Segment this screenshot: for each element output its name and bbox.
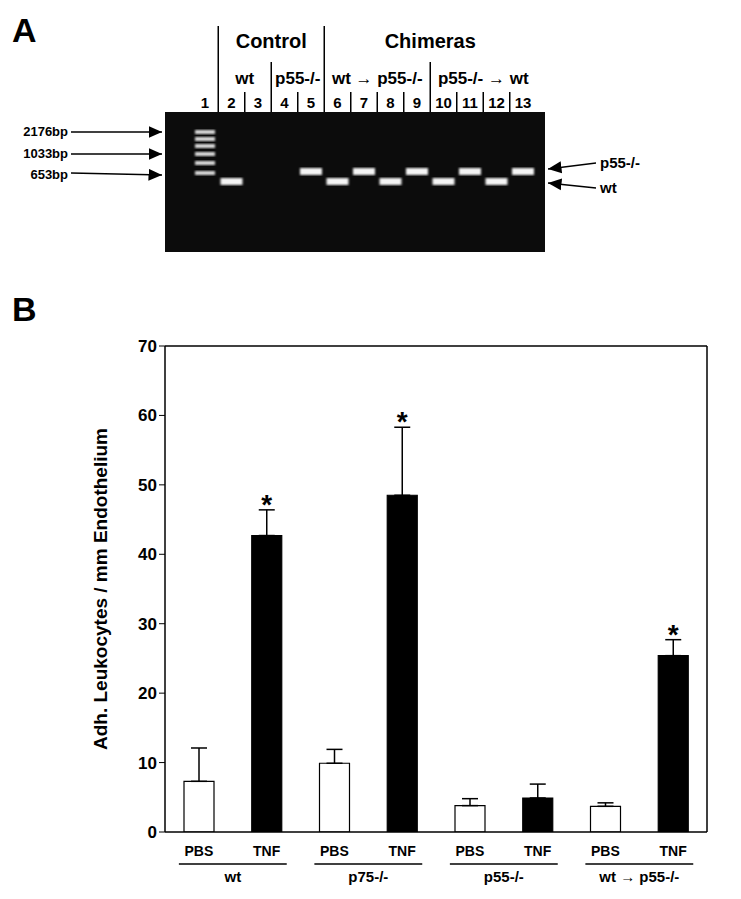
svg-text:PBS: PBS xyxy=(591,843,620,859)
svg-text:20: 20 xyxy=(138,684,157,703)
svg-text:60: 60 xyxy=(138,406,157,425)
svg-text:10: 10 xyxy=(138,754,157,773)
svg-text:*: * xyxy=(261,489,272,520)
svg-text:9: 9 xyxy=(413,94,421,111)
svg-text:50: 50 xyxy=(138,476,157,495)
svg-text:p75-/-: p75-/- xyxy=(348,868,388,885)
svg-text:Chimeras: Chimeras xyxy=(385,30,476,52)
svg-text:TNF: TNF xyxy=(660,843,688,859)
svg-text:6: 6 xyxy=(333,94,341,111)
svg-text:wt: wt xyxy=(234,69,254,88)
svg-text:653bp: 653bp xyxy=(30,167,68,182)
svg-text:40: 40 xyxy=(138,545,157,564)
svg-text:p55-/-: p55-/- xyxy=(275,69,320,88)
svg-text:p55-/- → wt: p55-/- → wt xyxy=(438,69,529,88)
svg-text:wt: wt xyxy=(223,868,241,885)
svg-text:p55-/-: p55-/- xyxy=(600,154,640,171)
svg-text:8: 8 xyxy=(386,94,394,111)
svg-text:TNF: TNF xyxy=(389,843,417,859)
svg-text:PBS: PBS xyxy=(184,843,213,859)
html-text:B: B xyxy=(12,290,37,328)
svg-text:PBS: PBS xyxy=(455,843,484,859)
svg-text:0: 0 xyxy=(148,823,157,842)
svg-text:wt → p55-/-: wt → p55-/- xyxy=(598,868,679,885)
svg-text:7: 7 xyxy=(360,94,368,111)
svg-text:Control: Control xyxy=(236,30,307,52)
svg-text:*: * xyxy=(668,619,679,650)
svg-text:*: * xyxy=(397,406,408,437)
svg-text:11: 11 xyxy=(462,94,478,111)
svg-text:1033bp: 1033bp xyxy=(23,146,68,161)
svg-text:2176bp: 2176bp xyxy=(23,124,68,139)
svg-text:PBS: PBS xyxy=(320,843,349,859)
svg-text:3: 3 xyxy=(254,94,262,111)
svg-text:A: A xyxy=(12,11,37,49)
svg-text:12: 12 xyxy=(488,94,505,111)
svg-text:wt: wt xyxy=(599,179,617,196)
svg-text:Adh. Leukocytes / mm Endotheli: Adh. Leukocytes / mm Endothelium xyxy=(90,428,111,750)
svg-text:30: 30 xyxy=(138,615,157,634)
svg-text:TNF: TNF xyxy=(524,843,552,859)
svg-text:1: 1 xyxy=(201,94,209,111)
svg-text:TNF: TNF xyxy=(253,843,281,859)
svg-text:p55-/-: p55-/- xyxy=(484,868,524,885)
svg-text:5: 5 xyxy=(307,94,315,111)
svg-text:4: 4 xyxy=(280,94,289,111)
svg-text:70: 70 xyxy=(138,337,157,356)
svg-text:13: 13 xyxy=(515,94,532,111)
svg-text:10: 10 xyxy=(435,94,452,111)
svg-text:2: 2 xyxy=(227,94,235,111)
svg-text:wt → p55-/-: wt → p55-/- xyxy=(331,69,423,88)
